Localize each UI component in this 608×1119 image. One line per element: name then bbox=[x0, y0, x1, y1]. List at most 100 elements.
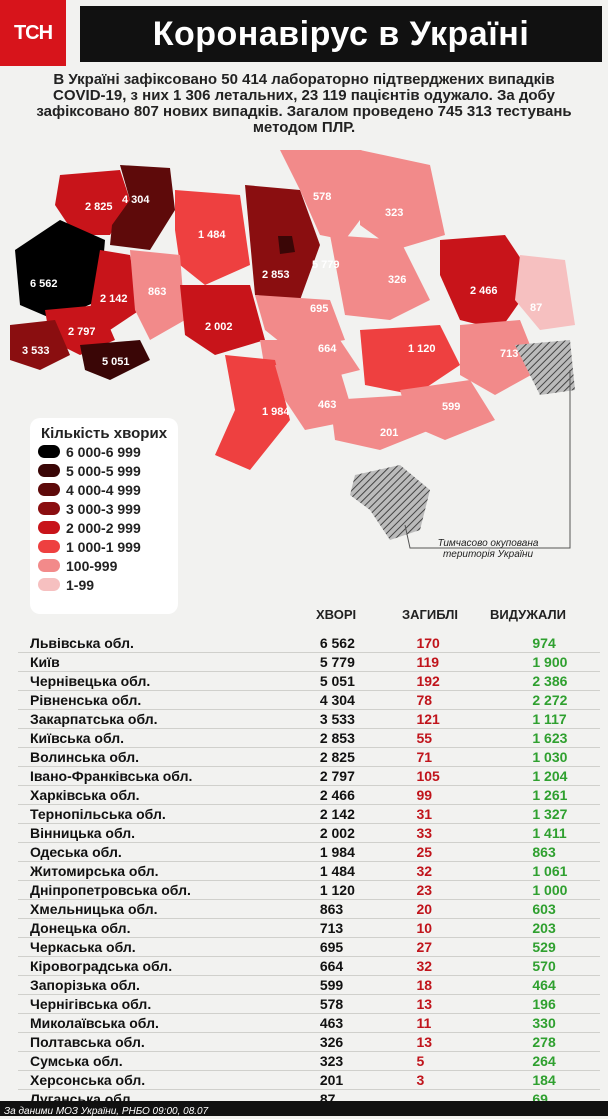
region-kyiv-city bbox=[278, 236, 295, 254]
region-name: Чернігівська обл. bbox=[30, 996, 152, 1012]
map-label: 2 825 bbox=[85, 201, 113, 213]
table-row: Житомирська обл. 1 484 32 1 061 bbox=[18, 862, 600, 881]
deaths-value: 192 bbox=[416, 673, 440, 689]
deaths-value: 13 bbox=[416, 1034, 433, 1050]
map-label: 713 bbox=[500, 348, 518, 360]
map-label: 87 bbox=[530, 302, 542, 314]
ukraine-map: 6 562 4 304 2 825 1 484 2 853 5 779 578 … bbox=[10, 150, 575, 549]
deaths-value: 10 bbox=[416, 920, 433, 936]
legend-item: 3 000-3 999 bbox=[38, 499, 178, 518]
occupied-note: Тимчасово окупована територія України bbox=[437, 538, 539, 560]
region-name: Івано-Франківська обл. bbox=[30, 768, 193, 784]
map-label: 664 bbox=[318, 343, 337, 355]
table-row: Тернопільська обл. 2 142 31 1 327 bbox=[18, 805, 600, 824]
recovered-value: 1 261 bbox=[532, 787, 568, 803]
deaths-value: 11 bbox=[416, 1015, 432, 1031]
map-label: 1 984 bbox=[262, 406, 290, 418]
recovered-value: 264 bbox=[532, 1053, 556, 1069]
recovered-value: 529 bbox=[532, 939, 556, 955]
region-luhansk bbox=[515, 255, 575, 330]
table-row: Харківська обл. 2 466 99 1 261 bbox=[18, 786, 600, 805]
footer-source: За даними МОЗ України, РНБО 09:00, 08.07 bbox=[4, 1106, 209, 1117]
deaths-value: 23 bbox=[416, 882, 433, 898]
cases-value: 3 533 bbox=[319, 711, 355, 727]
cases-value: 1 484 bbox=[319, 863, 355, 879]
region-name: Донецька обл. bbox=[30, 920, 131, 936]
map-label: 2 797 bbox=[68, 326, 96, 338]
region-vinnytsia bbox=[180, 285, 265, 355]
table-row: Рівненська обл. 4 304 78 2 272 bbox=[18, 691, 600, 710]
region-name: Сумська обл. bbox=[30, 1053, 123, 1069]
deaths-value: 33 bbox=[416, 825, 433, 841]
cases-value: 326 bbox=[319, 1034, 344, 1050]
deaths-value: 3 bbox=[416, 1072, 425, 1088]
cases-value: 863 bbox=[319, 901, 344, 917]
map-label: 2 002 bbox=[205, 321, 233, 333]
region-name: Тернопільська обл. bbox=[30, 806, 166, 822]
table-row: Івано-Франківська обл. 2 797 105 1 204 bbox=[18, 767, 600, 786]
recovered-value: 2 386 bbox=[532, 673, 568, 689]
region-name: Полтавська обл. bbox=[30, 1034, 145, 1050]
recovered-value: 330 bbox=[532, 1015, 556, 1031]
region-name: Житомирська обл. bbox=[30, 863, 159, 879]
cases-value: 201 bbox=[319, 1072, 344, 1088]
table-row: Полтавська обл. 326 13 278 bbox=[18, 1033, 600, 1052]
legend-item: 5 000-5 999 bbox=[38, 461, 178, 480]
region-name: Харківська обл. bbox=[30, 787, 140, 803]
occupied-pointer-line bbox=[404, 370, 571, 549]
recovered-value: 1 411 bbox=[532, 825, 567, 841]
region-name: Хмельницька обл. bbox=[30, 901, 158, 917]
cases-value: 713 bbox=[319, 920, 344, 936]
deaths-value: 119 bbox=[416, 654, 440, 670]
table-row: Київ 5 779 119 1 900 bbox=[18, 653, 600, 672]
region-sumy bbox=[360, 150, 445, 250]
stats-table: Львівська обл. 6 562 170 974 Київ 5 779 119 1 9… bbox=[18, 634, 600, 1109]
map-label: 201 bbox=[380, 427, 398, 439]
region-crimea bbox=[350, 465, 430, 540]
deaths-value: 105 bbox=[416, 768, 440, 784]
deaths-value: 25 bbox=[416, 844, 433, 860]
cases-value: 5 779 bbox=[319, 654, 355, 670]
cases-value: 2 853 bbox=[319, 730, 355, 746]
cases-value: 6 562 bbox=[319, 635, 355, 651]
recovered-value: 1 061 bbox=[532, 863, 568, 879]
column-header-cases: ХВОРІ bbox=[316, 607, 357, 622]
region-zhytomyr bbox=[175, 190, 250, 285]
map-label: 3 533 bbox=[22, 345, 50, 357]
map-label: 1 484 bbox=[198, 229, 226, 241]
region-khmelnytskyi bbox=[130, 250, 185, 340]
map-label: 323 bbox=[385, 207, 403, 219]
region-name: Запорізька обл. bbox=[30, 977, 140, 993]
recovered-value: 278 bbox=[532, 1034, 556, 1050]
cases-value: 2 797 bbox=[319, 768, 355, 784]
deaths-value: 20 bbox=[416, 901, 433, 917]
table-row: Закарпатська обл. 3 533 121 1 117 bbox=[18, 710, 600, 729]
region-zakarpattia bbox=[10, 320, 70, 370]
region-ternopil bbox=[90, 250, 140, 330]
recovered-value: 184 bbox=[532, 1072, 556, 1088]
region-name: Київська обл. bbox=[30, 730, 125, 746]
legend: Кількість хворих 6 000-6 999 5 000-5 999… bbox=[30, 418, 178, 614]
region-kherson bbox=[330, 395, 430, 450]
map-label: 463 bbox=[318, 399, 336, 411]
recovered-value: 464 bbox=[532, 977, 556, 993]
deaths-value: 31 bbox=[416, 806, 433, 822]
page-title: Коронавірус в Україні bbox=[80, 6, 602, 62]
region-name: Львівська обл. bbox=[30, 635, 134, 651]
deaths-value: 121 bbox=[416, 711, 440, 727]
recovered-value: 196 bbox=[532, 996, 556, 1012]
table-row: Одеська обл. 1 984 25 863 bbox=[18, 843, 600, 862]
region-name: Херсонська обл. bbox=[30, 1072, 146, 1088]
recovered-value: 1 030 bbox=[532, 749, 568, 765]
recovered-value: 1 327 bbox=[532, 806, 568, 822]
tsn-logo: ТСН bbox=[0, 0, 66, 66]
region-donetsk-occupied bbox=[515, 340, 575, 395]
table-row: Хмельницька обл. 863 20 603 bbox=[18, 900, 600, 919]
region-dnipro bbox=[360, 325, 460, 395]
deaths-value: 13 bbox=[416, 996, 433, 1012]
table-row: Миколаївська обл. 463 11 330 bbox=[18, 1014, 600, 1033]
region-name: Черкаська обл. bbox=[30, 939, 136, 955]
table-row: Львівська обл. 6 562 170 974 bbox=[18, 634, 600, 653]
region-name: Закарпатська обл. bbox=[30, 711, 158, 727]
deaths-value: 5 bbox=[416, 1053, 425, 1069]
